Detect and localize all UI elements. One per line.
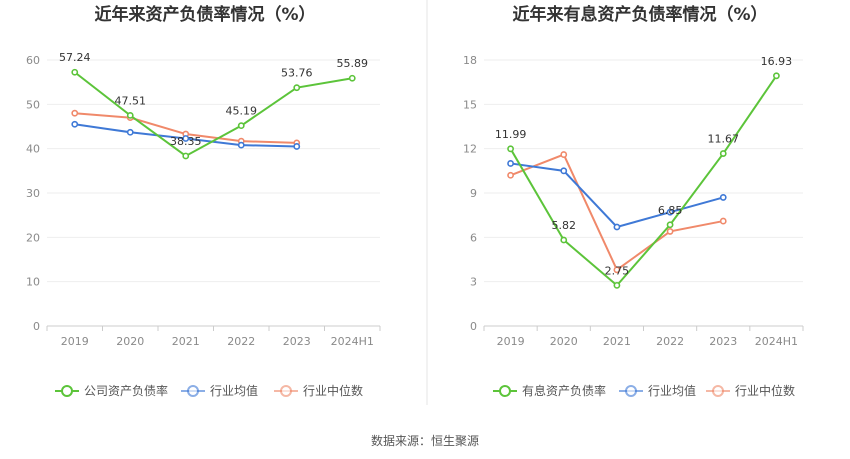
x-tick-label: 2021 <box>172 335 200 348</box>
data-point <box>293 84 301 92</box>
legend-item: 行业均值 <box>619 383 696 398</box>
data-label: 6.85 <box>658 204 683 217</box>
data-point <box>666 221 674 229</box>
y-tick-label: 0 <box>470 320 477 333</box>
x-tick-label: 2023 <box>283 335 311 348</box>
data-point <box>71 120 79 128</box>
y-tick-label: 0 <box>33 320 40 333</box>
legend-item: 行业中位数 <box>706 383 795 398</box>
x-tick-label: 2019 <box>61 335 89 348</box>
x-tick-label: 2020 <box>116 335 144 348</box>
data-label: 2.75 <box>605 264 630 277</box>
debt-ratio-chart: 近年来资产负债率情况（%） 0 10 20 30 40 50 60 2019 2020 2021 20… <box>26 4 381 398</box>
data-label: 55.89 <box>337 57 369 70</box>
legend-label: 行业中位数 <box>303 383 363 398</box>
data-point <box>666 208 674 216</box>
data-point <box>719 194 727 201</box>
data-point <box>71 68 79 76</box>
y-tick-label: 60 <box>26 54 40 67</box>
x-tick-label: 2020 <box>550 335 578 348</box>
chart-title: 近年来资产负债率情况（%） <box>94 4 315 25</box>
data-point <box>348 74 356 82</box>
legend-marker <box>712 385 724 397</box>
x-tick-label: 2021 <box>603 335 631 348</box>
data-point <box>182 135 190 142</box>
data-label: 16.93 <box>761 55 793 68</box>
y-tick-label: 40 <box>26 143 40 156</box>
data-point <box>126 128 134 136</box>
series-line-primary <box>509 75 778 287</box>
y-tick-label: 50 <box>26 98 40 111</box>
data-label: 11.99 <box>495 128 527 141</box>
x-tick-label: 2024H1 <box>755 335 798 348</box>
y-tick-label: 30 <box>26 187 40 200</box>
legend-marker <box>187 385 199 397</box>
legend-label: 行业均值 <box>210 383 258 398</box>
x-tick-label: 2022 <box>227 335 255 348</box>
x-tick-label: 2024H1 <box>331 335 374 348</box>
data-point <box>560 151 568 158</box>
data-label: 47.51 <box>115 94 147 107</box>
data-point <box>237 122 245 130</box>
data-point <box>293 143 301 150</box>
x-tick-label: 2023 <box>709 335 737 348</box>
data-label: 45.19 <box>226 105 258 118</box>
data-label: 53.76 <box>281 67 313 80</box>
legend-item: 公司资产负债率 <box>55 383 168 398</box>
series-line-primary <box>74 71 353 158</box>
data-point <box>613 281 621 289</box>
interest-debt-ratio-chart: 近年来有息资产负债率情况（%） 0 3 6 9 12 15 18 2019 2020 2021 202… <box>463 4 804 398</box>
y-tick-label: 20 <box>26 231 40 244</box>
data-point <box>719 150 727 157</box>
legend-label: 行业中位数 <box>735 383 795 398</box>
data-point <box>613 266 621 274</box>
legend-marker <box>61 385 73 397</box>
x-tick-label: 2019 <box>497 335 525 348</box>
data-point <box>126 111 134 119</box>
y-tick-label: 18 <box>463 54 477 67</box>
y-tick-label: 10 <box>26 276 40 289</box>
data-label: 57.24 <box>59 51 91 64</box>
chart-title: 近年来有息资产负债率情况（%） <box>512 4 767 25</box>
data-point <box>507 145 514 153</box>
data-point <box>71 109 79 117</box>
legend-label: 公司资产负债率 <box>84 383 168 398</box>
legend-marker <box>499 385 511 397</box>
y-tick-label: 15 <box>463 98 477 111</box>
y-tick-label: 12 <box>463 143 477 156</box>
data-source-note: 数据来源：恒生聚源 <box>370 434 479 448</box>
data-point <box>560 236 568 244</box>
legend-item: 行业中位数 <box>274 383 363 398</box>
y-tick-label: 9 <box>470 187 477 200</box>
data-point <box>507 171 514 179</box>
legend-item: 行业均值 <box>181 383 258 398</box>
legend-item: 有息资产负债率 <box>493 383 606 398</box>
legend-label: 有息资产负债率 <box>522 383 606 398</box>
series-line-industry-median <box>510 153 724 272</box>
legend-marker <box>280 385 292 397</box>
data-point <box>560 167 568 175</box>
x-tick-label: 2022 <box>656 335 684 348</box>
y-tick-label: 6 <box>470 231 477 244</box>
data-label: 5.82 <box>552 219 577 232</box>
data-point <box>507 160 514 167</box>
y-tick-label: 3 <box>470 276 477 289</box>
data-label: 11.67 <box>708 133 740 146</box>
data-point <box>237 141 245 149</box>
data-point <box>613 223 621 231</box>
data-point <box>719 217 727 225</box>
data-point <box>773 72 780 80</box>
legend-marker <box>625 385 637 397</box>
legend-label: 行业均值 <box>648 383 696 398</box>
data-point <box>666 228 674 235</box>
data-point <box>182 152 190 160</box>
data-label: 38.35 <box>170 135 202 148</box>
